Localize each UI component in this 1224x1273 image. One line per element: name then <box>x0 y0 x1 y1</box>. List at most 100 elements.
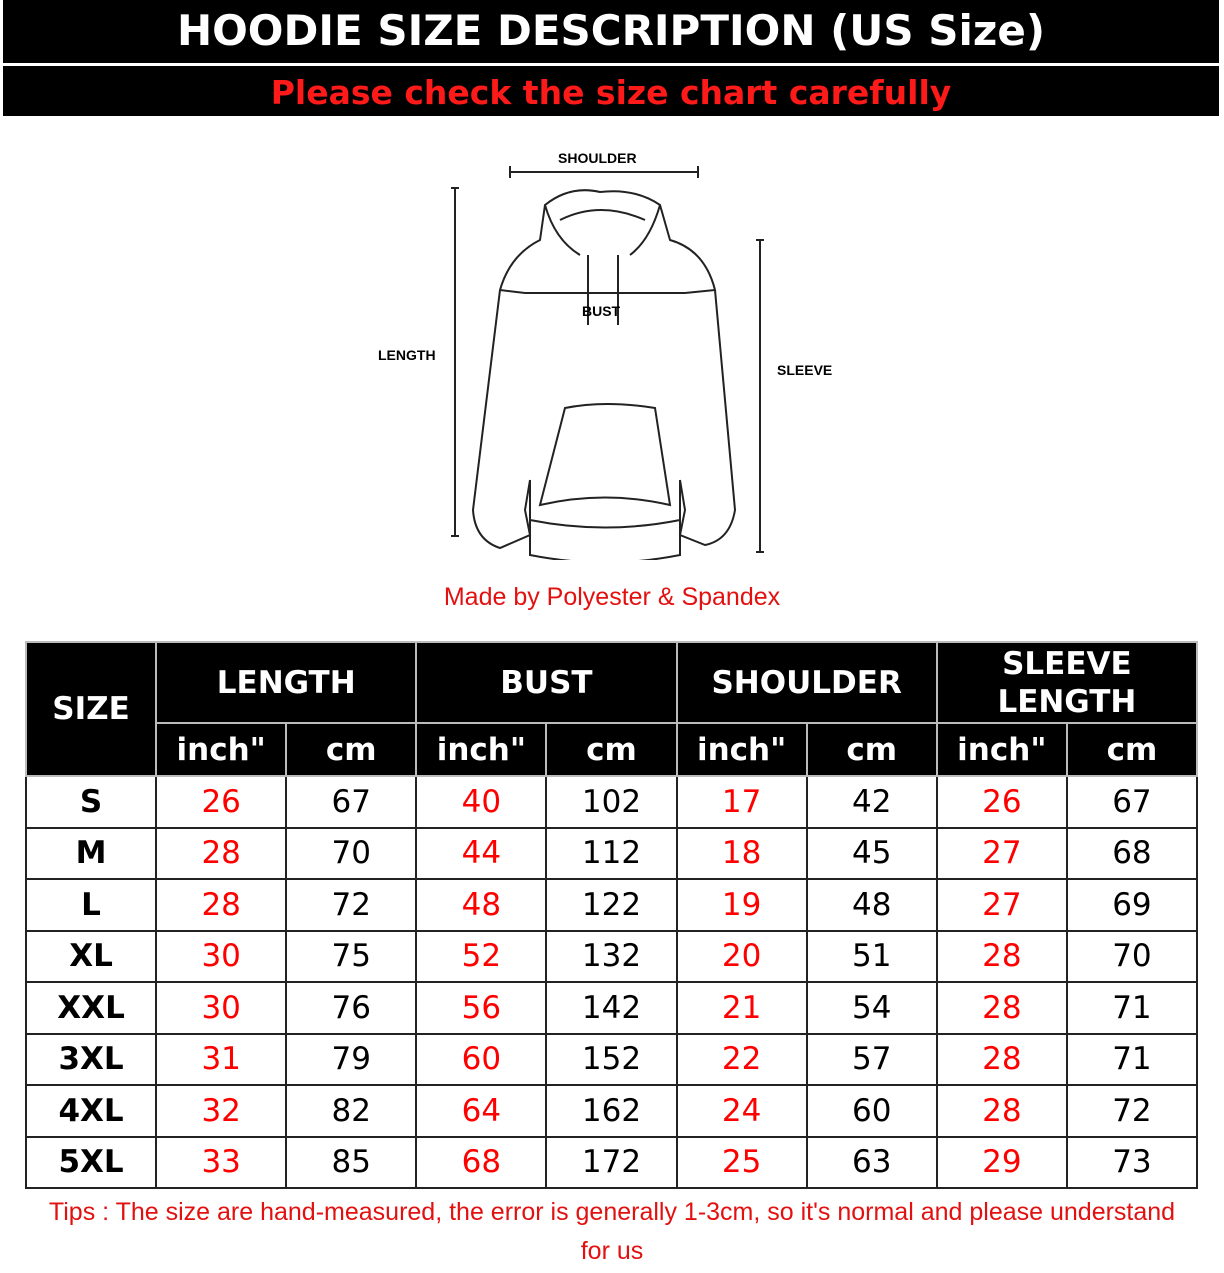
value-cell: 28 <box>155 826 288 880</box>
table-row: S 26 67 40 102 17 42 26 67 <box>24 775 1199 829</box>
length-label: LENGTH <box>378 347 436 363</box>
value-cell: 72 <box>285 878 418 932</box>
page-subtitle: Please check the size chart carefully <box>3 66 1219 116</box>
value-cell: 172 <box>545 1135 678 1189</box>
unit-header: cm <box>805 722 938 777</box>
value-cell: 26 <box>935 775 1068 829</box>
value-cell: 24 <box>675 1084 808 1138</box>
size-cell: 3XL <box>24 1032 158 1086</box>
value-cell: 85 <box>285 1135 418 1189</box>
value-cell: 67 <box>285 775 418 829</box>
value-cell: 17 <box>675 775 808 829</box>
value-cell: 72 <box>1065 1084 1199 1138</box>
value-cell: 56 <box>415 981 548 1035</box>
value-cell: 33 <box>155 1135 288 1189</box>
size-cell: M <box>24 826 158 880</box>
size-cell: XL <box>24 929 158 983</box>
value-cell: 70 <box>285 826 418 880</box>
value-cell: 29 <box>935 1135 1068 1189</box>
shoulder-label: SHOULDER <box>558 150 637 166</box>
value-cell: 48 <box>415 878 548 932</box>
value-cell: 28 <box>155 878 288 932</box>
value-cell: 30 <box>155 981 288 1035</box>
value-cell: 63 <box>805 1135 938 1189</box>
value-cell: 70 <box>1065 929 1199 983</box>
value-cell: 68 <box>415 1135 548 1189</box>
tips-note: Tips : The size are hand-measured, the e… <box>48 1198 1176 1265</box>
table-row: L 28 72 48 122 19 48 27 69 <box>24 878 1199 932</box>
value-cell: 19 <box>675 878 808 932</box>
sleeve-label: SLEEVE <box>777 362 833 378</box>
value-cell: 27 <box>935 826 1068 880</box>
value-cell: 75 <box>285 929 418 983</box>
value-cell: 79 <box>285 1032 418 1086</box>
unit-header: inch" <box>415 722 548 777</box>
unit-header: cm <box>1065 722 1199 777</box>
bust-label: BUST <box>582 303 621 319</box>
unit-header: inch" <box>675 722 808 777</box>
value-cell: 48 <box>805 878 938 932</box>
value-cell: 112 <box>545 826 678 880</box>
group-header: SLEEVE LENGTH <box>935 641 1199 724</box>
value-cell: 32 <box>155 1084 288 1138</box>
value-cell: 73 <box>1065 1135 1199 1189</box>
value-cell: 132 <box>545 929 678 983</box>
size-cell: S <box>24 775 158 829</box>
page-title: HOODIE SIZE DESCRIPTION (US Size) <box>3 0 1219 63</box>
table-row: XL 30 75 52 132 20 51 28 70 <box>24 929 1199 983</box>
size-cell: XXL <box>24 981 158 1035</box>
value-cell: 71 <box>1065 981 1199 1035</box>
value-cell: 68 <box>1065 826 1199 880</box>
value-cell: 76 <box>285 981 418 1035</box>
value-cell: 28 <box>935 929 1068 983</box>
value-cell: 28 <box>935 1084 1068 1138</box>
value-cell: 71 <box>1065 1032 1199 1086</box>
unit-header: cm <box>285 722 418 777</box>
size-cell: 5XL <box>24 1135 158 1189</box>
value-cell: 44 <box>415 826 548 880</box>
unit-header: cm <box>545 722 678 777</box>
value-cell: 162 <box>545 1084 678 1138</box>
value-cell: 122 <box>545 878 678 932</box>
value-cell: 102 <box>545 775 678 829</box>
value-cell: 51 <box>805 929 938 983</box>
value-cell: 60 <box>805 1084 938 1138</box>
value-cell: 45 <box>805 826 938 880</box>
table-row: 4XL 32 82 64 162 24 60 28 72 <box>24 1084 1199 1138</box>
size-cell: 4XL <box>24 1084 158 1138</box>
value-cell: 57 <box>805 1032 938 1086</box>
value-cell: 82 <box>285 1084 418 1138</box>
value-cell: 52 <box>415 929 548 983</box>
size-table: SIZE LENGTH BUST SHOULDER SLEEVE LENGTH … <box>24 641 1199 1189</box>
value-cell: 40 <box>415 775 548 829</box>
value-cell: 152 <box>545 1032 678 1086</box>
value-cell: 60 <box>415 1032 548 1086</box>
value-cell: 54 <box>805 981 938 1035</box>
value-cell: 42 <box>805 775 938 829</box>
value-cell: 28 <box>935 981 1068 1035</box>
value-cell: 69 <box>1065 878 1199 932</box>
value-cell: 30 <box>155 929 288 983</box>
value-cell: 26 <box>155 775 288 829</box>
value-cell: 21 <box>675 981 808 1035</box>
value-cell: 20 <box>675 929 808 983</box>
value-cell: 25 <box>675 1135 808 1189</box>
material-note: Made by Polyester & Spandex <box>443 583 781 611</box>
value-cell: 28 <box>935 1032 1068 1086</box>
value-cell: 64 <box>415 1084 548 1138</box>
unit-header: inch" <box>935 722 1068 777</box>
size-header: SIZE <box>24 641 158 777</box>
value-cell: 27 <box>935 878 1068 932</box>
table-row: 5XL 33 85 68 172 25 63 29 73 <box>24 1135 1199 1189</box>
value-cell: 142 <box>545 981 678 1035</box>
unit-header: inch" <box>155 722 288 777</box>
value-cell: 18 <box>675 826 808 880</box>
table-row: 3XL 31 79 60 152 22 57 28 71 <box>24 1032 1199 1086</box>
group-header: LENGTH <box>155 641 418 724</box>
value-cell: 67 <box>1065 775 1199 829</box>
value-cell: 31 <box>155 1032 288 1086</box>
hoodie-diagram <box>451 166 764 560</box>
group-header: BUST <box>415 641 678 724</box>
group-header: SHOULDER <box>675 641 938 724</box>
size-cell: L <box>24 878 158 932</box>
